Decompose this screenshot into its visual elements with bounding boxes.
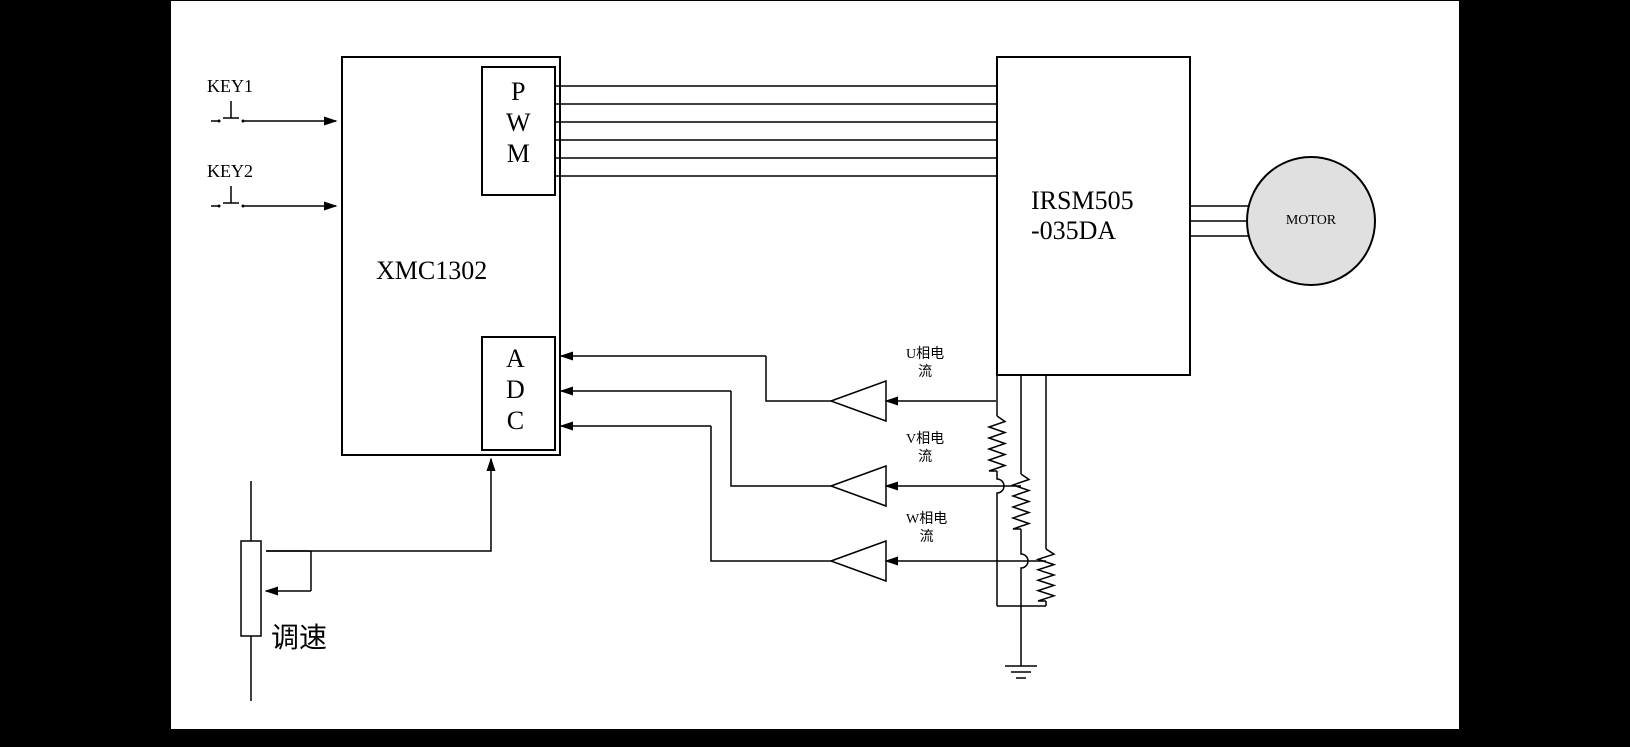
driver-label: IRSM505 -035DA xyxy=(1031,186,1134,246)
v-phase-label: V相电 流 xyxy=(906,431,944,467)
speed-label: 调速 xyxy=(271,616,327,656)
w-phase-label: W相电 流 xyxy=(906,511,947,547)
key1-label: KEY1 xyxy=(207,76,253,97)
motor-label: MOTOR xyxy=(1286,213,1336,229)
pwm-label: P W M xyxy=(506,76,531,170)
mcu-label: XMC1302 xyxy=(376,256,487,286)
key2-label: KEY2 xyxy=(207,161,253,182)
diagram-canvas: XMC1302 P W M A D C IRSM505 -035DA MOTOR… xyxy=(170,0,1460,730)
motor-block: MOTOR xyxy=(1246,156,1376,286)
u-phase-label: U相电 流 xyxy=(906,346,944,382)
adc-label: A D C xyxy=(506,343,525,437)
